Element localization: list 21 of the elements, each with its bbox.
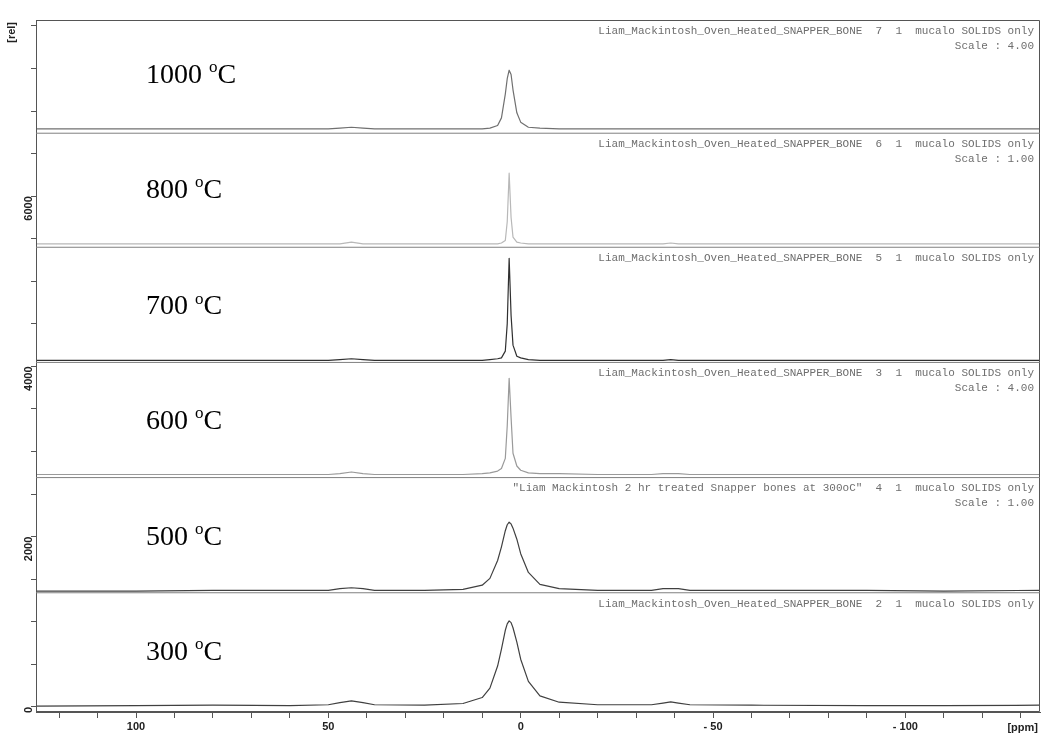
y-tick-label: 2000 <box>22 536 35 562</box>
x-tick-label: - 50 <box>703 719 723 732</box>
y-tick-label: 4000 <box>22 366 35 391</box>
annotation: Liam_Mackintosh_Oven_Heated_SNAPPER_BONE 2 1 mucalo SOLIDS only <box>598 597 1035 610</box>
x-tick-label: 50 <box>322 719 335 732</box>
y-tick-label: 0 <box>22 706 35 714</box>
annotation: Liam_Mackintosh_Oven_Heated_SNAPPER_BONE 7 1 mucalo SOLIDS only <box>598 24 1035 37</box>
annotation: Scale : 1.00 <box>954 153 1034 166</box>
y-tick-label: 6000 <box>22 196 35 221</box>
annotation: "Liam Mackintosh 2 hr treated Snapper bones at 300oC" 4 1 mucalo SOLIDS only <box>512 482 1035 495</box>
annotation: Scale : 4.00 <box>954 39 1034 52</box>
x-tick-label: 0 <box>517 719 524 732</box>
x-axis-title: [ppm] <box>1007 720 1039 733</box>
annotation: Liam_Mackintosh_Oven_Heated_SNAPPER_BONE 3 1 mucalo SOLIDS only <box>598 367 1035 380</box>
x-tick-label: - 100 <box>892 719 918 732</box>
x-tick-label: 100 <box>126 719 146 732</box>
annotation: Scale : 4.00 <box>954 382 1034 395</box>
annotation: Scale : 1.00 <box>954 497 1034 510</box>
annotation: Liam_Mackintosh_Oven_Heated_SNAPPER_BONE 5 1 mucalo SOLIDS only <box>598 252 1035 265</box>
y-axis-title: [rel] <box>5 21 18 43</box>
annotation: Liam_Mackintosh_Oven_Heated_SNAPPER_BONE 6 1 mucalo SOLIDS only <box>598 138 1035 151</box>
